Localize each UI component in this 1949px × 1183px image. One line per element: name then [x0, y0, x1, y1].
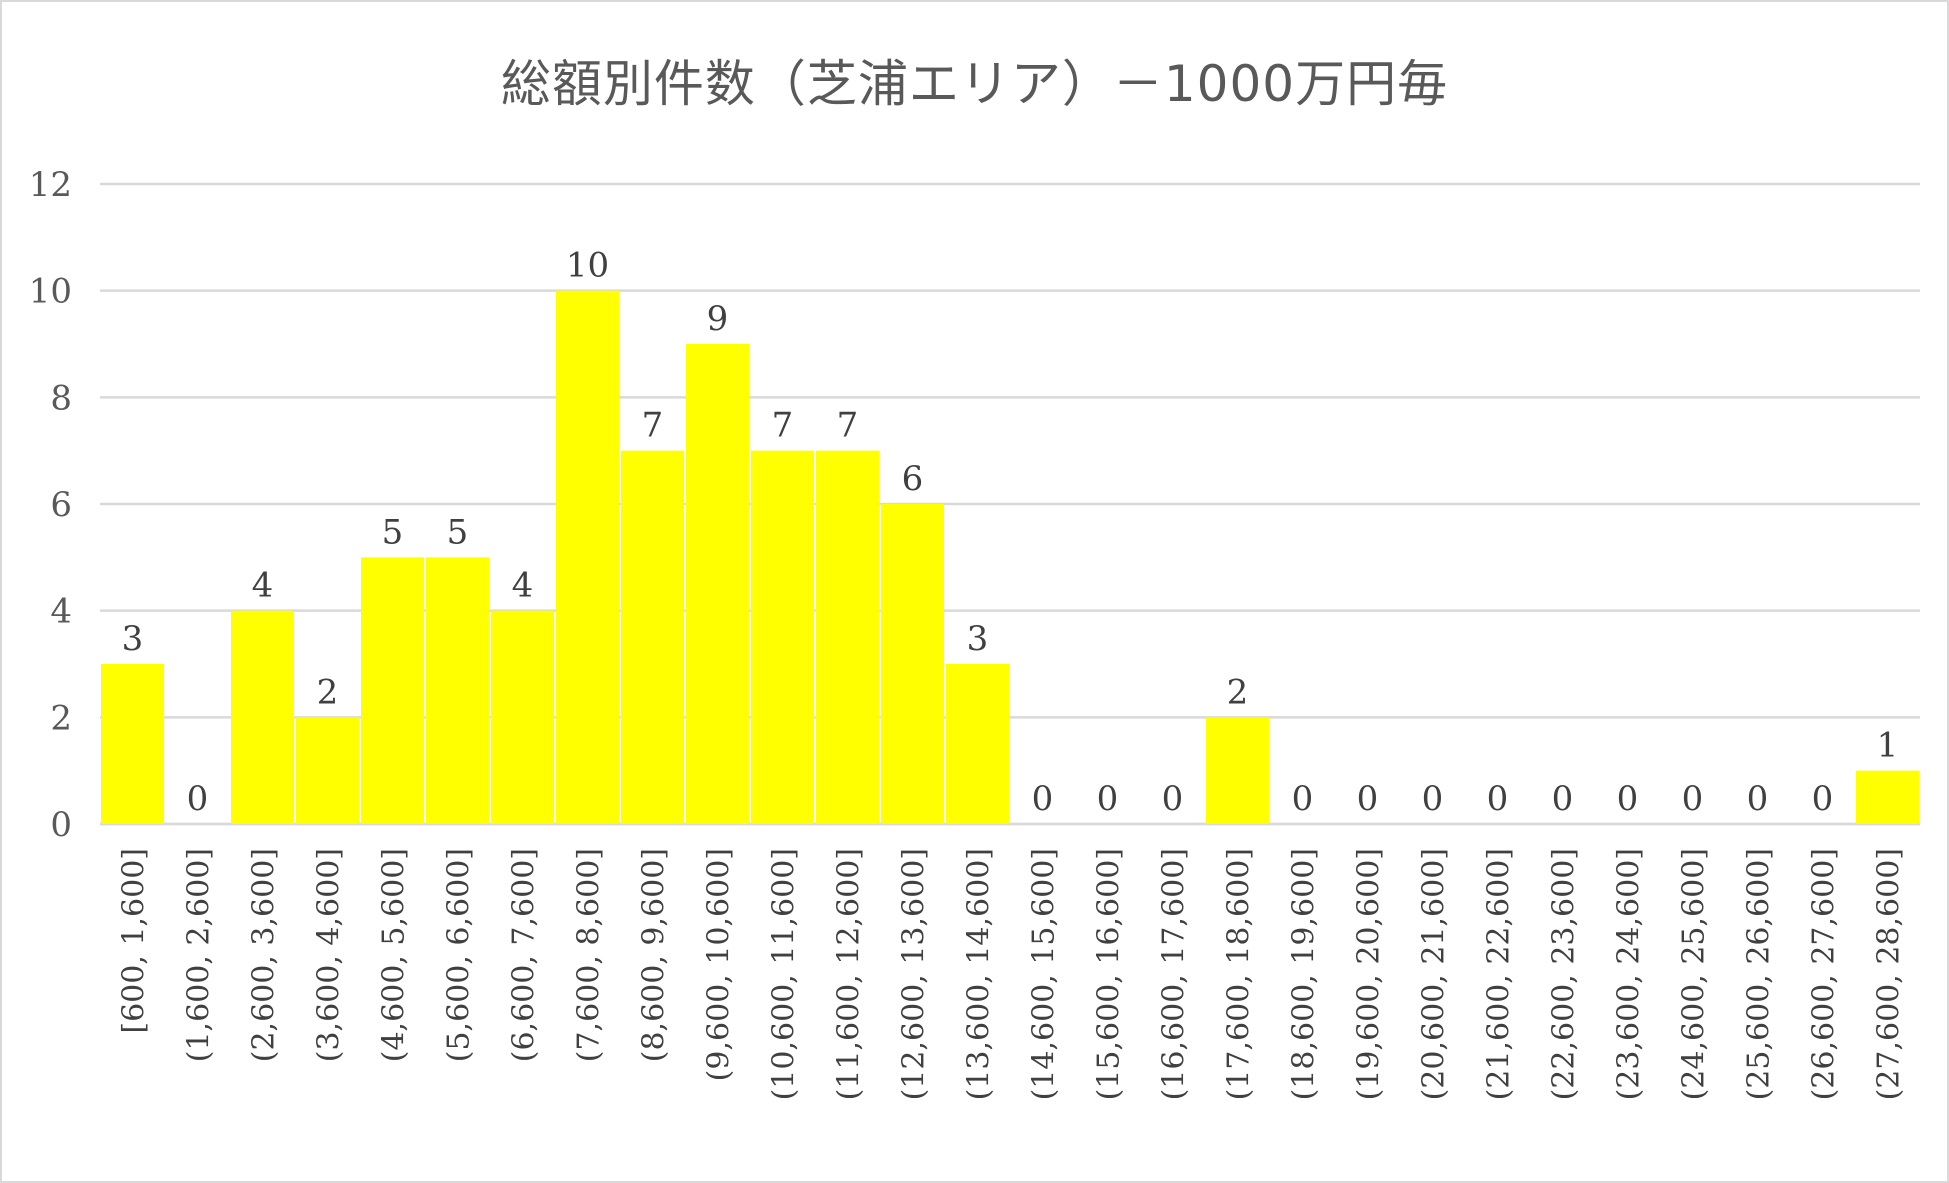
x-category-label-13: (13,600, 14,600]	[962, 848, 997, 1100]
data-label-3: 2	[317, 672, 339, 712]
x-category-label-17: (17,600, 18,600]	[1222, 848, 1257, 1100]
x-category-label-21: (21,600, 22,600]	[1482, 848, 1517, 1100]
x-category-label-7: (7,600, 8,600]	[572, 848, 607, 1062]
bar-4	[361, 557, 424, 824]
bar-7	[556, 290, 619, 825]
data-label-20: 0	[1422, 779, 1444, 819]
x-category-label-20: (20,600, 21,600]	[1417, 848, 1452, 1100]
data-label-2: 4	[252, 566, 274, 606]
y-tick-label-6: 6	[50, 485, 72, 525]
bar-12	[881, 504, 944, 824]
bar-13	[946, 664, 1009, 824]
data-label-12: 6	[902, 459, 924, 499]
x-category-label-5: (5,600, 6,600]	[442, 848, 477, 1062]
x-category-label-8: (8,600, 9,600]	[637, 848, 672, 1062]
x-category-label-2: (2,600, 3,600]	[247, 848, 282, 1062]
data-label-7: 10	[566, 246, 609, 286]
bar-27	[1856, 770, 1919, 824]
data-label-17: 2	[1227, 672, 1249, 712]
x-category-label-26: (26,600, 27,600]	[1807, 848, 1842, 1100]
data-labels: 3 0 4 2 5 5 4 10 7 9 7 7 6 3 0 0 0 2 0 0 0 0 0 0 0 0 0 1	[122, 246, 1899, 819]
y-tick-label-8: 8	[50, 378, 72, 418]
data-label-13: 3	[967, 619, 989, 659]
x-category-label-19: (19,600, 20,600]	[1352, 848, 1387, 1100]
data-label-15: 0	[1097, 779, 1119, 819]
data-label-4: 5	[382, 512, 404, 552]
data-label-9: 9	[707, 299, 729, 339]
bar-0	[101, 664, 164, 824]
bars	[101, 290, 1919, 825]
x-category-label-3: (3,600, 4,600]	[312, 848, 347, 1062]
chart-title: 総額別件数（芝浦エリア）－1000万円毎	[500, 55, 1449, 113]
data-label-23: 0	[1617, 779, 1639, 819]
data-label-22: 0	[1552, 779, 1574, 819]
bar-8	[621, 450, 684, 824]
data-label-18: 0	[1292, 779, 1314, 819]
x-category-label-0: [600, 1,600]	[117, 848, 152, 1034]
x-axis-categories: [600, 1,600] (1,600, 2,600] (2,600, 3,600]…	[117, 848, 1907, 1100]
x-category-label-15: (15,600, 16,600]	[1092, 848, 1127, 1100]
bar-11	[816, 450, 879, 824]
x-category-label-16: (16,600, 17,600]	[1157, 848, 1192, 1100]
x-category-label-4: (4,600, 5,600]	[377, 848, 412, 1062]
x-category-label-11: (11,600, 12,600]	[832, 848, 867, 1100]
x-category-label-14: (14,600, 15,600]	[1027, 848, 1062, 1100]
x-category-label-12: (12,600, 13,600]	[897, 848, 932, 1100]
data-label-27: 1	[1877, 726, 1899, 766]
y-tick-label-12: 12	[29, 165, 72, 205]
data-label-0: 3	[122, 619, 144, 659]
data-label-16: 0	[1162, 779, 1184, 819]
data-label-26: 0	[1812, 779, 1834, 819]
data-label-25: 0	[1747, 779, 1769, 819]
y-tick-label-4: 4	[50, 592, 72, 632]
x-category-label-1: (1,600, 2,600]	[182, 848, 217, 1062]
data-label-8: 7	[642, 406, 664, 446]
bar-5	[426, 557, 489, 824]
x-category-label-27: (27,600, 28,600]	[1872, 848, 1907, 1100]
y-tick-label-0: 0	[50, 805, 72, 845]
x-category-label-18: (18,600, 19,600]	[1287, 848, 1322, 1100]
data-label-24: 0	[1682, 779, 1704, 819]
data-label-19: 0	[1357, 779, 1379, 819]
bar-2	[231, 610, 294, 824]
bar-9	[686, 344, 749, 824]
x-category-label-10: (10,600, 11,600]	[767, 848, 802, 1100]
data-label-10: 7	[772, 406, 794, 446]
x-category-label-6: (6,600, 7,600]	[507, 848, 542, 1062]
data-label-11: 7	[837, 406, 859, 446]
data-label-6: 4	[512, 566, 534, 606]
x-category-label-23: (23,600, 24,600]	[1612, 848, 1647, 1100]
x-category-label-22: (22,600, 23,600]	[1547, 848, 1582, 1100]
x-category-label-24: (24,600, 25,600]	[1677, 848, 1712, 1100]
y-tick-label-2: 2	[50, 698, 72, 738]
data-label-1: 0	[187, 779, 209, 819]
x-category-label-25: (25,600, 26,600]	[1742, 848, 1777, 1100]
data-label-14: 0	[1032, 779, 1054, 819]
bar-3	[296, 717, 359, 824]
y-axis-ticks: 0 2 4 6 8 10 12	[29, 165, 72, 845]
data-label-5: 5	[447, 512, 469, 552]
bar-6	[491, 610, 554, 824]
data-label-21: 0	[1487, 779, 1509, 819]
x-category-label-9: (9,600, 10,600]	[702, 848, 737, 1081]
bar-10	[751, 450, 814, 824]
y-tick-label-10: 10	[29, 272, 72, 312]
bar-17	[1206, 717, 1269, 824]
